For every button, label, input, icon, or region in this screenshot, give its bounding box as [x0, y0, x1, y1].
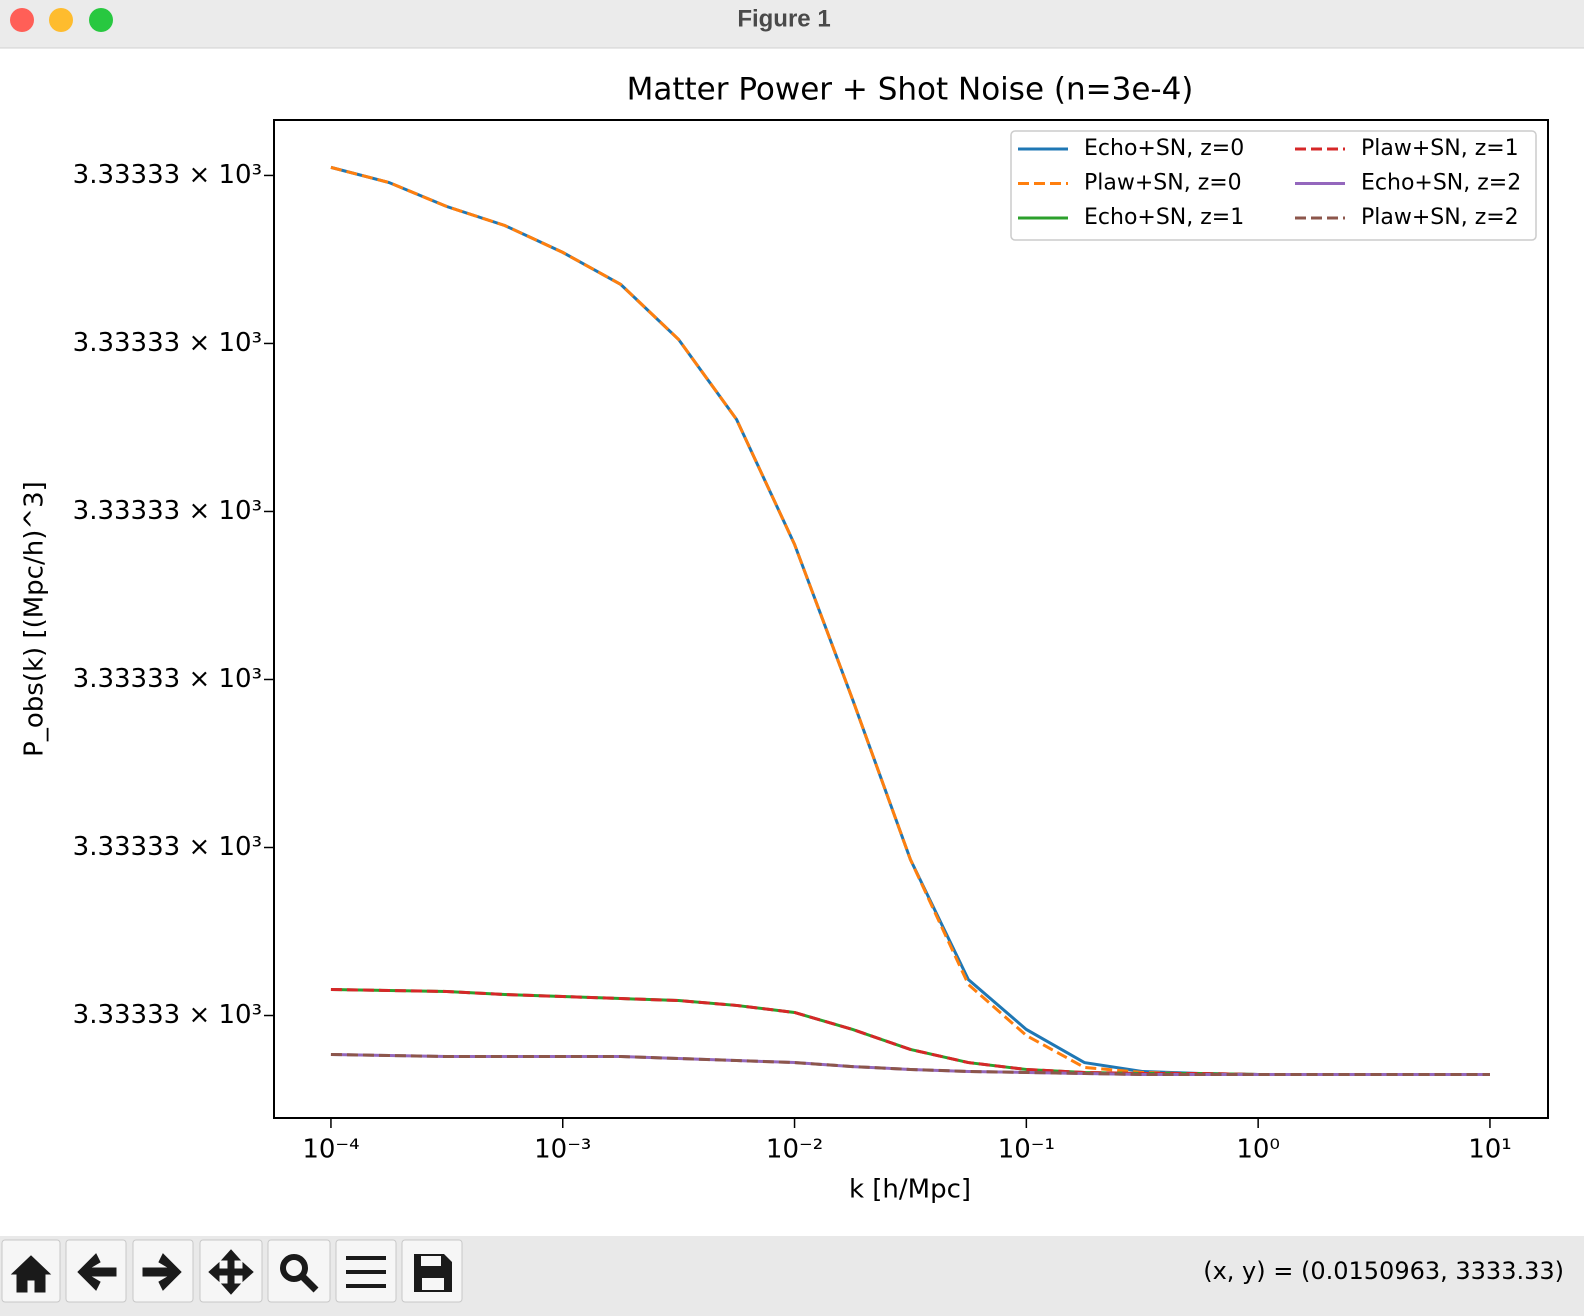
- zoom-icon-handle: [299, 1273, 319, 1293]
- chart-title: Matter Power + Shot Noise (n=3e-4): [627, 72, 1194, 108]
- back-icon: [77, 1253, 117, 1291]
- x-tick-label: 10⁻³: [534, 1135, 591, 1165]
- close-button[interactable]: [10, 8, 34, 32]
- x-tick-label: 10⁻⁴: [302, 1135, 359, 1165]
- zoom-icon: [280, 1254, 308, 1282]
- y-axis-label: P_obs(k) [(Mpc/h)^3]: [20, 481, 50, 757]
- forward-icon: [142, 1253, 182, 1291]
- home-icon: [10, 1255, 52, 1293]
- toolbar: [0, 1236, 1584, 1316]
- legend: Echo+SN, z=0 Plaw+SN, z=0 Echo+SN, z=1 Plaw…: [1010, 130, 1537, 241]
- legend-label: Echo+SN, z=1: [1084, 205, 1244, 230]
- x-tick-label: 10¹: [1468, 1135, 1512, 1165]
- y-tick-label: 3.33333 × 10³: [73, 832, 262, 862]
- x-axis-label: k [h/Mpc]: [849, 1175, 971, 1205]
- y-tick-label: 3.33333 × 10³: [73, 1000, 262, 1030]
- series-line: [330, 1052, 1490, 1076]
- legend-label: Echo+SN, z=0: [1084, 136, 1244, 161]
- save-icon: [414, 1254, 452, 1292]
- x-tick-label: 10⁰: [1236, 1135, 1280, 1165]
- series-line: [330, 987, 1490, 1076]
- series-line: [330, 987, 1490, 1076]
- configure-icon: [346, 1256, 386, 1288]
- y-tick-label: 3.33333 × 10³: [73, 664, 262, 694]
- minimize-button[interactable]: [49, 8, 73, 32]
- legend-label: Plaw+SN, z=0: [1084, 171, 1242, 196]
- status-text: (x, y) = (0.0150963, 3333.33): [1203, 1257, 1564, 1285]
- y-tick-label: 3.33333 × 10³: [73, 496, 262, 526]
- plot-frame: [273, 119, 1549, 1119]
- series-line: [330, 165, 1490, 1076]
- legend-label: Plaw+SN, z=1: [1361, 136, 1519, 161]
- zoom-tool-button[interactable]: [267, 1239, 331, 1303]
- plot-area: 10⁻⁴ 10⁻³ 10⁻² 10⁻¹ 10⁰ 10¹ 3.33333 × 10³ 3.333…: [73, 119, 1549, 1165]
- legend-label: Echo+SN, z=2: [1361, 171, 1521, 196]
- title-bar: [0, 0, 1584, 48]
- zoom-button[interactable]: [89, 8, 113, 32]
- legend-label: Plaw+SN, z=2: [1361, 205, 1519, 230]
- series-line: [330, 165, 1490, 1076]
- y-tick-label: 3.33333 × 10³: [73, 160, 262, 190]
- window-title: Figure 1: [737, 5, 830, 32]
- series-line: [330, 1052, 1490, 1076]
- legend-box: [1010, 130, 1537, 241]
- x-tick-label: 10⁻¹: [998, 1135, 1055, 1165]
- y-tick-label: 3.33333 × 10³: [73, 328, 262, 358]
- toolbar-icons: [10, 1249, 452, 1295]
- x-tick-label: 10⁻²: [766, 1135, 823, 1165]
- pan-icon: [208, 1249, 254, 1295]
